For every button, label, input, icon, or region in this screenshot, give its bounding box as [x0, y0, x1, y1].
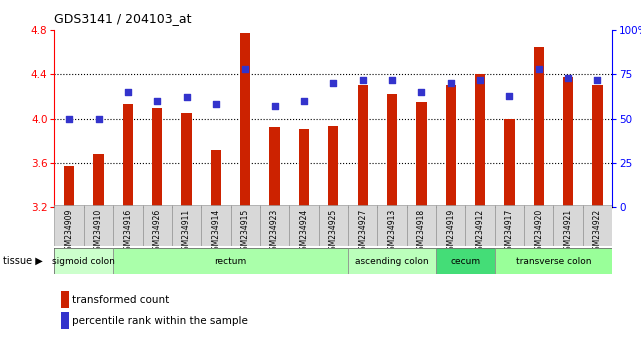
- Point: [240, 66, 251, 72]
- Point: [299, 98, 309, 104]
- FancyBboxPatch shape: [84, 205, 113, 246]
- Point: [445, 80, 456, 86]
- Text: GSM234925: GSM234925: [329, 209, 338, 255]
- Point: [358, 77, 368, 82]
- Bar: [445, 85, 456, 207]
- Point: [328, 80, 338, 86]
- Bar: [240, 33, 251, 207]
- Text: cecum: cecum: [451, 257, 481, 266]
- FancyBboxPatch shape: [319, 205, 348, 246]
- FancyBboxPatch shape: [348, 205, 378, 246]
- Text: sigmoid colon: sigmoid colon: [53, 257, 115, 266]
- Bar: [534, 47, 544, 207]
- Text: GSM234914: GSM234914: [212, 209, 221, 255]
- Bar: [211, 149, 221, 207]
- FancyBboxPatch shape: [172, 205, 201, 246]
- FancyBboxPatch shape: [583, 205, 612, 246]
- Point: [534, 66, 544, 72]
- Text: GSM234924: GSM234924: [299, 209, 308, 255]
- Point: [181, 95, 192, 100]
- FancyBboxPatch shape: [201, 205, 231, 246]
- Text: GSM234916: GSM234916: [123, 209, 132, 255]
- Bar: [504, 119, 515, 207]
- Text: transverse colon: transverse colon: [516, 257, 591, 266]
- Bar: [358, 85, 368, 207]
- Point: [416, 89, 426, 95]
- Bar: [592, 85, 603, 207]
- Text: ascending colon: ascending colon: [355, 257, 429, 266]
- Text: GSM234910: GSM234910: [94, 209, 103, 255]
- Bar: [122, 104, 133, 207]
- Text: rectum: rectum: [215, 257, 247, 266]
- Bar: [563, 76, 573, 207]
- Text: tissue ▶: tissue ▶: [3, 256, 43, 266]
- Text: GSM234913: GSM234913: [388, 209, 397, 255]
- Text: GSM234927: GSM234927: [358, 209, 367, 255]
- FancyBboxPatch shape: [553, 205, 583, 246]
- FancyBboxPatch shape: [54, 205, 84, 246]
- Point: [269, 103, 279, 109]
- FancyBboxPatch shape: [406, 205, 436, 246]
- Point: [563, 75, 573, 81]
- FancyBboxPatch shape: [436, 205, 465, 246]
- FancyBboxPatch shape: [260, 205, 289, 246]
- Text: GSM234922: GSM234922: [593, 209, 602, 255]
- Bar: [387, 94, 397, 207]
- FancyBboxPatch shape: [524, 205, 553, 246]
- Text: GSM234912: GSM234912: [476, 209, 485, 255]
- FancyBboxPatch shape: [378, 205, 406, 246]
- Text: GSM234917: GSM234917: [505, 209, 514, 255]
- Text: GSM234919: GSM234919: [446, 209, 455, 255]
- Bar: [152, 108, 162, 207]
- Bar: [181, 113, 192, 207]
- Text: GSM234926: GSM234926: [153, 209, 162, 255]
- Text: GSM234920: GSM234920: [535, 209, 544, 255]
- Bar: [269, 127, 279, 207]
- Text: GSM234911: GSM234911: [182, 209, 191, 255]
- Point: [475, 77, 485, 82]
- FancyBboxPatch shape: [113, 248, 348, 274]
- Text: GSM234921: GSM234921: [563, 209, 572, 255]
- Text: GSM234909: GSM234909: [65, 209, 74, 255]
- FancyBboxPatch shape: [142, 205, 172, 246]
- FancyBboxPatch shape: [348, 248, 436, 274]
- Bar: [94, 154, 104, 207]
- Bar: [416, 102, 426, 207]
- FancyBboxPatch shape: [113, 205, 142, 246]
- FancyBboxPatch shape: [231, 205, 260, 246]
- FancyBboxPatch shape: [465, 205, 495, 246]
- FancyBboxPatch shape: [289, 205, 319, 246]
- Point: [211, 102, 221, 107]
- Text: transformed count: transformed count: [72, 295, 170, 305]
- Bar: [299, 129, 309, 207]
- Bar: [64, 166, 74, 207]
- Point: [122, 89, 133, 95]
- Point: [592, 77, 603, 82]
- Point: [504, 93, 515, 98]
- Text: GSM234918: GSM234918: [417, 209, 426, 255]
- Text: GSM234923: GSM234923: [270, 209, 279, 255]
- Point: [94, 116, 104, 121]
- Text: GSM234915: GSM234915: [241, 209, 250, 255]
- Bar: [328, 126, 338, 207]
- Point: [64, 116, 74, 121]
- Point: [387, 77, 397, 82]
- FancyBboxPatch shape: [495, 248, 612, 274]
- Bar: [475, 74, 485, 207]
- FancyBboxPatch shape: [54, 248, 113, 274]
- Point: [152, 98, 162, 104]
- FancyBboxPatch shape: [495, 205, 524, 246]
- Text: GDS3141 / 204103_at: GDS3141 / 204103_at: [54, 12, 192, 25]
- FancyBboxPatch shape: [436, 248, 495, 274]
- Text: percentile rank within the sample: percentile rank within the sample: [72, 316, 248, 326]
